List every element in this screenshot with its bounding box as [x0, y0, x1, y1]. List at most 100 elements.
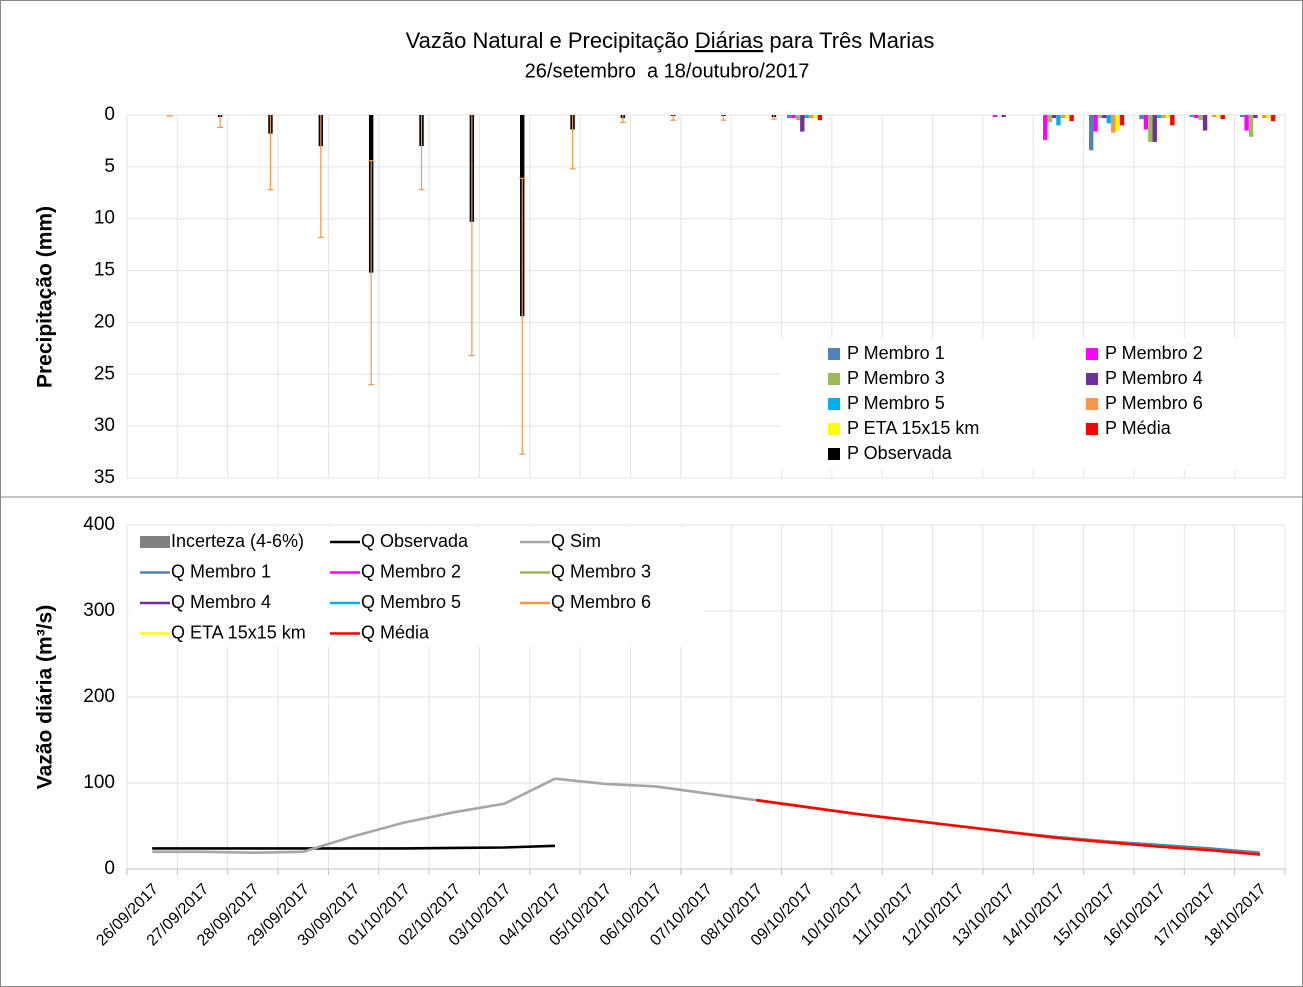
legend-swatch [828, 373, 840, 385]
y-tick-label: 10 [94, 208, 115, 229]
bar [1253, 115, 1258, 119]
bar [1143, 115, 1149, 130]
bar [817, 115, 823, 121]
bar [1220, 115, 1225, 120]
bar [1093, 115, 1098, 132]
bar [1065, 115, 1070, 119]
error-bar [770, 115, 777, 120]
y-axis-label: Vazão diária (m³/s) [34, 605, 57, 789]
bar [1051, 115, 1057, 119]
legend-label: Incerteza (4-6%) [171, 531, 304, 551]
legend-label: Q Membro 1 [171, 561, 271, 581]
bar [1110, 115, 1116, 133]
bar [1047, 115, 1052, 123]
line [756, 798, 1260, 856]
legend-swatch [828, 448, 840, 460]
bar [1270, 115, 1276, 122]
bar [804, 115, 809, 119]
error-bar [317, 115, 324, 238]
legend-label: Q Sim [551, 531, 601, 551]
bar [1115, 115, 1120, 131]
bar [1106, 115, 1111, 124]
y-tick-label: 400 [83, 514, 115, 535]
y-tick-label: 0 [104, 104, 115, 125]
y-tick-label: 0 [104, 858, 115, 879]
title-part: Diárias [695, 28, 763, 53]
bar [1088, 115, 1094, 151]
legend-swatch [1086, 373, 1098, 385]
error-bar [468, 115, 475, 357]
bar [1097, 115, 1103, 119]
legend-label: Q Média [361, 622, 430, 642]
legend-swatch [828, 423, 840, 435]
chart-title: Vazão Natural e Precipitação Diárias para … [406, 28, 935, 53]
legend-label: P Membro 2 [1105, 343, 1203, 363]
legend-label: Q Membro 5 [361, 592, 461, 612]
legend-box [780, 338, 1285, 470]
legend-label: Q Membro 6 [551, 592, 651, 612]
y-tick-label: 20 [94, 311, 115, 332]
bar [1069, 115, 1074, 122]
bar [1211, 115, 1217, 118]
legend-label: P Membro 1 [847, 343, 945, 363]
y-tick-label: 200 [83, 686, 115, 707]
legend-label: Q Membro 3 [551, 561, 651, 581]
bar [992, 115, 998, 118]
y-tick-label: 30 [94, 415, 115, 436]
bar [1152, 115, 1157, 142]
title-part: Vazão Natural e Precipitação [406, 28, 689, 53]
bar [1001, 115, 1006, 118]
error-bar [670, 115, 677, 121]
bar [1161, 115, 1166, 119]
line [152, 844, 556, 850]
error-bar [418, 115, 425, 191]
legend-label: Q ETA 15x15 km [171, 622, 306, 642]
error-bar [720, 115, 727, 121]
legend-label: P Média [1105, 418, 1172, 438]
y-tick-label: 15 [94, 260, 115, 281]
bar [1148, 115, 1153, 142]
bar [800, 115, 805, 132]
bar [813, 115, 818, 119]
bar [1156, 115, 1162, 119]
bar [1139, 115, 1144, 120]
line [152, 777, 757, 854]
bar [1244, 115, 1249, 131]
legend-label: P Membro 4 [1105, 368, 1203, 388]
y-tick-label: 100 [83, 772, 115, 793]
legend-box [129, 527, 704, 647]
bar [1248, 115, 1254, 137]
bar [1216, 115, 1221, 118]
y-tick-label: 35 [94, 467, 115, 488]
legend-label: P Observada [847, 443, 953, 463]
legend-swatch [1086, 398, 1098, 410]
error-bar [217, 115, 224, 129]
bar [1266, 115, 1271, 119]
legend-label: Q Membro 2 [361, 561, 461, 581]
bar [1240, 115, 1245, 118]
y-tick-label: 300 [83, 600, 115, 621]
bar [1060, 115, 1066, 119]
bar [1189, 115, 1195, 118]
legend-label: P Membro 5 [847, 393, 945, 413]
y-tick-label: 5 [104, 156, 115, 177]
bar [1119, 115, 1125, 126]
legend-label: P ETA 15x15 km [847, 418, 979, 438]
legend-swatch [1086, 348, 1098, 360]
legend-label: P Membro 6 [1105, 393, 1203, 413]
bar [1102, 115, 1107, 119]
y-tick-label: 25 [94, 363, 115, 384]
bar [1056, 115, 1061, 126]
bar [795, 115, 801, 121]
legend-label: Q Membro 4 [171, 592, 271, 612]
bar [1165, 115, 1171, 119]
bar [791, 115, 796, 119]
error-bar [368, 160, 375, 386]
error-bar [267, 115, 274, 191]
legend-label: Q Observada [361, 531, 469, 551]
bar [1202, 115, 1208, 131]
title-part: para Três Marias [769, 28, 934, 53]
legend-swatch [828, 348, 840, 360]
